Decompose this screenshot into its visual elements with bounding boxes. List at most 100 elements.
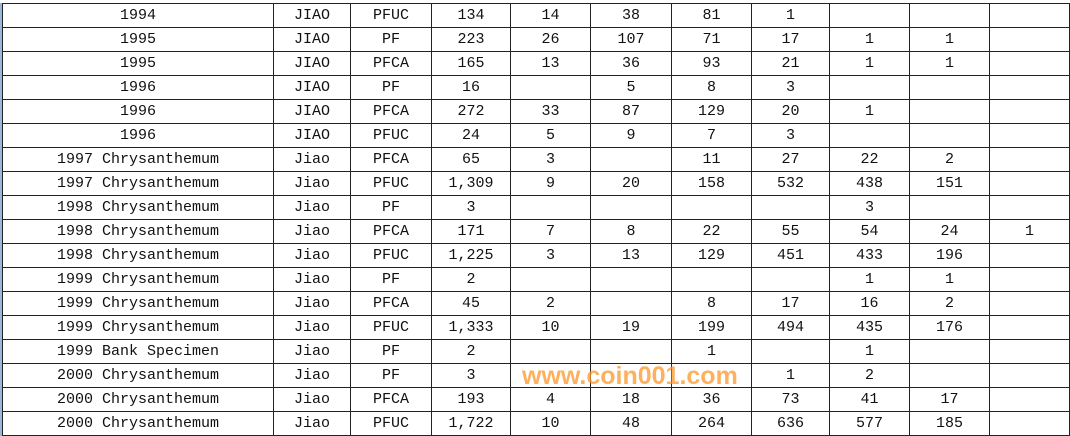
- table-cell[interactable]: 36: [671, 387, 752, 412]
- table-cell[interactable]: JIAO: [273, 99, 351, 124]
- table-cell[interactable]: PFCA: [350, 291, 432, 316]
- table-cell[interactable]: 3: [829, 195, 910, 220]
- table-cell[interactable]: 494: [751, 315, 830, 340]
- table-cell[interactable]: 54: [829, 219, 910, 244]
- table-cell[interactable]: 1,309: [431, 171, 511, 196]
- table-cell[interactable]: 107: [590, 27, 672, 52]
- table-cell[interactable]: 1: [989, 219, 1070, 244]
- table-cell[interactable]: 199: [671, 315, 752, 340]
- table-cell[interactable]: 17: [751, 291, 830, 316]
- table-cell[interactable]: 196: [909, 243, 990, 268]
- table-cell[interactable]: PFUC: [350, 411, 432, 436]
- table-cell[interactable]: 5: [590, 75, 672, 100]
- table-cell[interactable]: Jiao: [273, 339, 351, 364]
- table-cell[interactable]: 1: [829, 27, 910, 52]
- table-cell[interactable]: 1998 Chrysanthemum: [2, 195, 274, 220]
- table-cell[interactable]: 171: [431, 219, 511, 244]
- table-cell[interactable]: 73: [751, 387, 830, 412]
- table-cell[interactable]: 1: [671, 339, 752, 364]
- table-cell[interactable]: 18: [590, 387, 672, 412]
- table-cell[interactable]: 2: [829, 363, 910, 388]
- table-cell[interactable]: 223: [431, 27, 511, 52]
- table-cell[interactable]: Jiao: [273, 411, 351, 436]
- table-cell[interactable]: [751, 339, 830, 364]
- table-cell[interactable]: PFCA: [350, 387, 432, 412]
- table-cell[interactable]: [989, 291, 1070, 316]
- table-cell[interactable]: JIAO: [273, 27, 351, 52]
- table-cell[interactable]: Jiao: [273, 219, 351, 244]
- table-cell[interactable]: 13: [590, 243, 672, 268]
- table-cell[interactable]: [989, 27, 1070, 52]
- table-cell[interactable]: PF: [350, 267, 432, 292]
- table-cell[interactable]: [590, 267, 672, 292]
- table-cell[interactable]: 26: [510, 27, 591, 52]
- table-cell[interactable]: PF: [350, 75, 432, 100]
- table-cell[interactable]: 1: [909, 27, 990, 52]
- table-cell[interactable]: [989, 123, 1070, 148]
- table-cell[interactable]: [989, 267, 1070, 292]
- table-cell[interactable]: PFUC: [350, 3, 432, 28]
- table-cell[interactable]: [989, 339, 1070, 364]
- table-cell[interactable]: Jiao: [273, 267, 351, 292]
- table-cell[interactable]: [671, 195, 752, 220]
- table-cell[interactable]: 165: [431, 51, 511, 76]
- table-cell[interactable]: JIAO: [273, 3, 351, 28]
- table-cell[interactable]: [829, 123, 910, 148]
- table-cell[interactable]: Jiao: [273, 171, 351, 196]
- table-cell[interactable]: 2: [909, 147, 990, 172]
- table-cell[interactable]: 17: [751, 27, 830, 52]
- table-cell[interactable]: 3: [751, 123, 830, 148]
- table-cell[interactable]: 8: [671, 291, 752, 316]
- table-cell[interactable]: 158: [671, 171, 752, 196]
- table-cell[interactable]: 21: [751, 51, 830, 76]
- table-cell[interactable]: 438: [829, 171, 910, 196]
- table-cell[interactable]: 1994: [2, 3, 274, 28]
- table-cell[interactable]: PF: [350, 339, 432, 364]
- table-cell[interactable]: [510, 195, 591, 220]
- table-cell[interactable]: [751, 195, 830, 220]
- table-cell[interactable]: Jiao: [273, 243, 351, 268]
- table-cell[interactable]: Jiao: [273, 315, 351, 340]
- table-cell[interactable]: [909, 339, 990, 364]
- table-cell[interactable]: 435: [829, 315, 910, 340]
- table-cell[interactable]: 3: [431, 195, 511, 220]
- table-cell[interactable]: Jiao: [273, 195, 351, 220]
- table-cell[interactable]: 16: [829, 291, 910, 316]
- table-cell[interactable]: 2000 Chrysanthemum: [2, 363, 274, 388]
- table-cell[interactable]: [989, 3, 1070, 28]
- table-cell[interactable]: [590, 195, 672, 220]
- table-cell[interactable]: 65: [431, 147, 511, 172]
- table-cell[interactable]: 93: [671, 51, 752, 76]
- table-cell[interactable]: [989, 99, 1070, 124]
- table-cell[interactable]: [751, 267, 830, 292]
- table-cell[interactable]: 272: [431, 99, 511, 124]
- table-cell[interactable]: 1: [829, 267, 910, 292]
- table-cell[interactable]: 24: [909, 219, 990, 244]
- table-cell[interactable]: 3: [751, 75, 830, 100]
- table-cell[interactable]: [989, 315, 1070, 340]
- table-cell[interactable]: 41: [829, 387, 910, 412]
- table-cell[interactable]: 10: [510, 315, 591, 340]
- table-cell[interactable]: [989, 411, 1070, 436]
- table-cell[interactable]: JIAO: [273, 75, 351, 100]
- table-cell[interactable]: 264: [671, 411, 752, 436]
- table-cell[interactable]: 1,722: [431, 411, 511, 436]
- table-cell[interactable]: [829, 3, 910, 28]
- table-cell[interactable]: 1: [829, 339, 910, 364]
- table-cell[interactable]: [909, 75, 990, 100]
- table-cell[interactable]: 1998 Chrysanthemum: [2, 219, 274, 244]
- table-cell[interactable]: [510, 75, 591, 100]
- table-cell[interactable]: PFCA: [350, 99, 432, 124]
- table-cell[interactable]: PF: [350, 195, 432, 220]
- table-cell[interactable]: [829, 75, 910, 100]
- table-cell[interactable]: 129: [671, 99, 752, 124]
- table-cell[interactable]: 1998 Chrysanthemum: [2, 243, 274, 268]
- table-cell[interactable]: 16: [431, 75, 511, 100]
- table-cell[interactable]: 8: [671, 75, 752, 100]
- table-cell[interactable]: 17: [909, 387, 990, 412]
- table-cell[interactable]: [909, 3, 990, 28]
- table-cell[interactable]: 1997 Chrysanthemum: [2, 171, 274, 196]
- table-cell[interactable]: 1,225: [431, 243, 511, 268]
- table-cell[interactable]: 8: [590, 219, 672, 244]
- table-cell[interactable]: [510, 267, 591, 292]
